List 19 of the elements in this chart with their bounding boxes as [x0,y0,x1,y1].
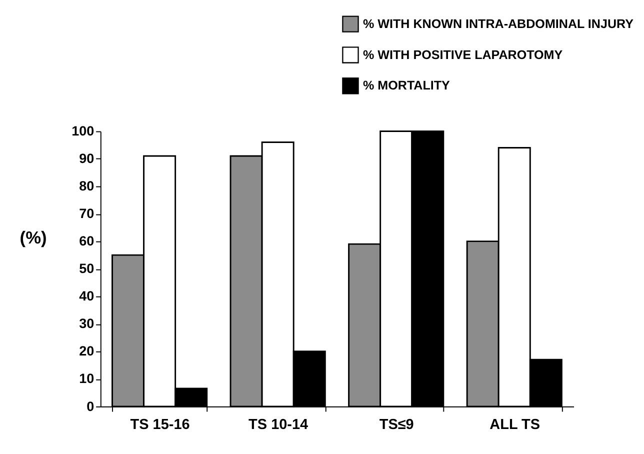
y-tick-label: 80 [79,178,94,194]
y-tick-label: 90 [79,151,94,166]
y-tick-label: 50 [79,261,94,276]
x-tick-label: TS 10-14 [248,417,308,434]
legend-label: % WITH KNOWN INTRA-ABDOMINAL INJURY [363,16,634,31]
x-tick-label: ALL TS [490,417,540,434]
y-tick-label: 20 [79,344,94,359]
y-tick-label: 40 [79,288,94,304]
legend-label: % WITH POSITIVE LAPAROTOMY [363,48,564,62]
y-tick-label: 0 [86,398,94,414]
x-tick-label: TS 15-16 [130,417,190,434]
y-tick-label: 70 [79,206,94,222]
y-tick-label: 60 [79,234,94,249]
y-tick-label: 30 [79,316,94,332]
legend-label: % MORTALITY [363,78,451,93]
y-axis-title: (%) [20,228,47,248]
y-tick-label: 100 [72,124,94,139]
y-tick-label: 10 [79,371,94,386]
x-tick-label: TS≤9 [379,417,414,434]
